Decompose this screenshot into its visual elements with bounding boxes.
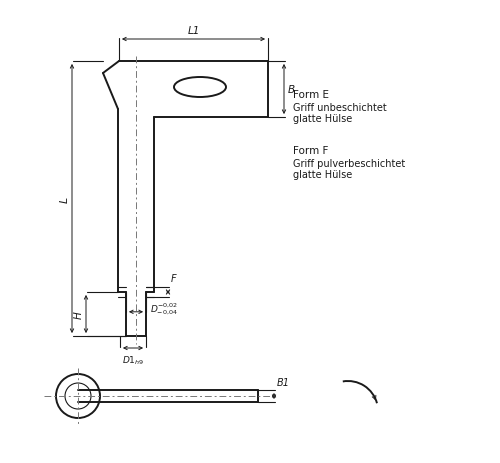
Text: H: H bbox=[74, 311, 84, 318]
Text: glatte Hülse: glatte Hülse bbox=[293, 169, 352, 180]
Text: Griff pulverbeschichtet: Griff pulverbeschichtet bbox=[293, 159, 405, 169]
Text: B1: B1 bbox=[277, 377, 290, 387]
Text: L: L bbox=[60, 196, 70, 202]
Text: Griff unbeschichtet: Griff unbeschichtet bbox=[293, 103, 387, 113]
Text: $D1_{h9}$: $D1_{h9}$ bbox=[122, 354, 144, 367]
Text: F: F bbox=[171, 274, 176, 283]
Text: Form F: Form F bbox=[293, 146, 328, 156]
Text: glatte Hülse: glatte Hülse bbox=[293, 114, 352, 124]
Text: B: B bbox=[288, 85, 295, 95]
Text: L1: L1 bbox=[188, 26, 200, 36]
Text: $D^{-0{,}02}_{-0{,}04}$: $D^{-0{,}02}_{-0{,}04}$ bbox=[150, 301, 178, 317]
Text: Form E: Form E bbox=[293, 90, 329, 100]
